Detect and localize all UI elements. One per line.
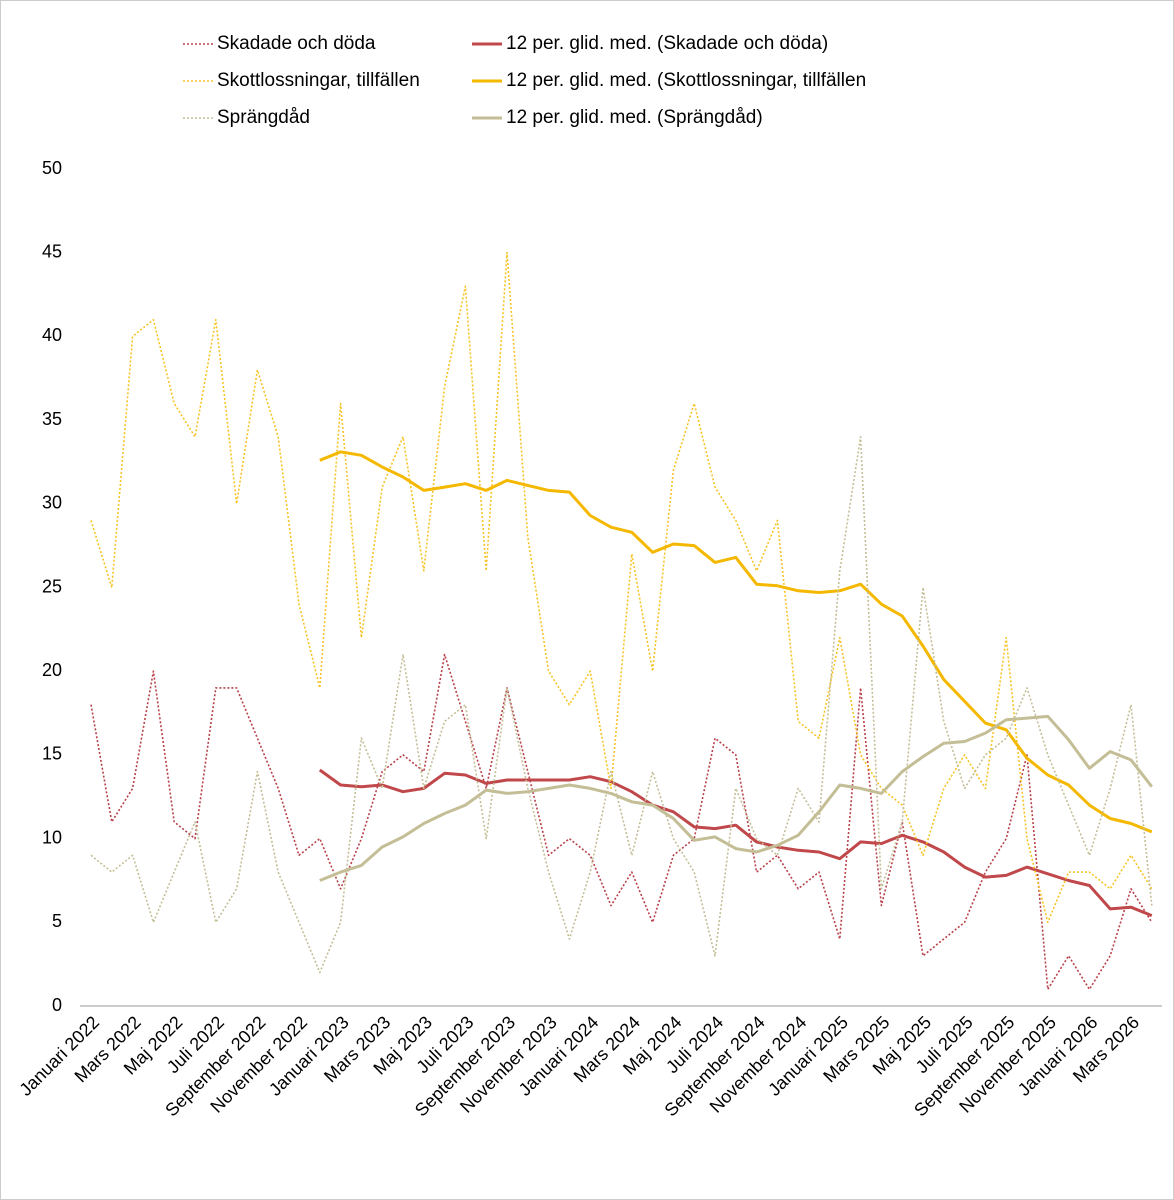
y-tick-label: 50 bbox=[42, 158, 62, 178]
legend-label: 12 per. glid. med. (Skadade och döda) bbox=[506, 33, 828, 54]
legend-label: 12 per. glid. med. (Skottlossningar, til… bbox=[506, 70, 866, 91]
legend-label: Skadade och döda bbox=[217, 33, 376, 54]
y-tick-label: 10 bbox=[42, 827, 62, 847]
series-line bbox=[90, 251, 1153, 924]
legend-label: Skottlossningar, tillfällen bbox=[217, 70, 420, 91]
series-line bbox=[319, 714, 1153, 882]
y-tick-label: 25 bbox=[42, 576, 62, 596]
series-line bbox=[319, 450, 1153, 834]
series-line bbox=[318, 768, 1153, 917]
legend-label: 12 per. glid. med. (Sprängdåd) bbox=[506, 107, 763, 128]
y-tick-label: 40 bbox=[42, 325, 62, 345]
y-tick-label: 45 bbox=[42, 241, 62, 261]
y-tick-label: 35 bbox=[42, 409, 62, 429]
y-tick-label: 30 bbox=[42, 493, 62, 513]
y-tick-label: 20 bbox=[42, 660, 62, 680]
y-tick-label: 5 bbox=[52, 911, 62, 931]
legend-label: Sprängdåd bbox=[217, 107, 310, 128]
y-tick-label: 15 bbox=[42, 744, 62, 764]
y-tick-label: 0 bbox=[52, 995, 62, 1015]
series-line bbox=[90, 436, 1153, 974]
series-line bbox=[90, 653, 1153, 991]
